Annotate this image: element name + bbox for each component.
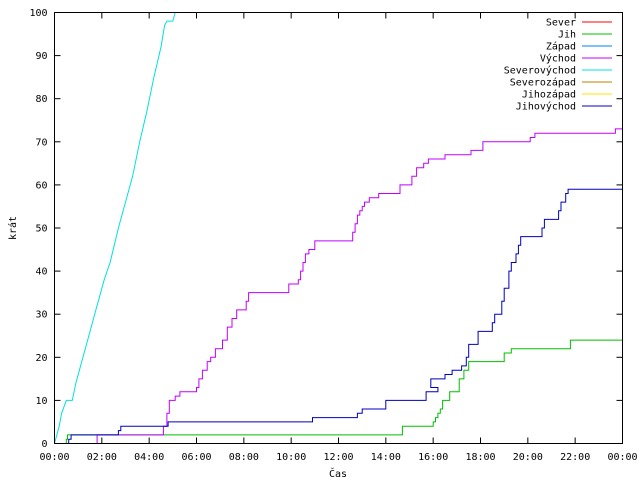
y-tick-label: 30 <box>35 310 47 321</box>
x-tick-label: 00:00 <box>607 452 637 463</box>
y-tick-label: 50 <box>35 224 47 235</box>
legend-label-jih: Jih <box>558 30 576 41</box>
y-tick-label: 80 <box>35 94 47 105</box>
legend-label-severovychod: Severovýchod <box>504 65 576 77</box>
legend-label-sever: Sever <box>546 18 576 29</box>
x-tick-label: 16:00 <box>418 452 448 463</box>
x-tick-label: 18:00 <box>465 452 495 463</box>
x-tick-label: 04:00 <box>134 452 164 463</box>
y-tick-label: 0 <box>41 439 47 450</box>
x-tick-label: 14:00 <box>371 452 401 463</box>
y-axis-label: krát <box>7 216 19 240</box>
x-tick-label: 06:00 <box>181 452 211 463</box>
x-tick-label: 00:00 <box>39 452 69 463</box>
x-tick-label: 02:00 <box>87 452 117 463</box>
legend-label-vychod: Východ <box>540 53 576 65</box>
x-tick-label: 20:00 <box>513 452 543 463</box>
y-tick-label: 100 <box>29 8 47 19</box>
x-axis-label: Čas <box>329 467 347 480</box>
legend-label-severozapad: Severozápad <box>510 77 576 89</box>
x-tick-label: 10:00 <box>276 452 306 463</box>
y-tick-label: 90 <box>35 51 47 62</box>
legend: SeverJihZápadVýchodSeverovýchodSeverozáp… <box>504 18 612 113</box>
x-tick-label: 08:00 <box>229 452 259 463</box>
legend-label-jihovychod: Jihovýchod <box>516 101 576 113</box>
legend-label-jihozapad: Jihozápad <box>522 89 576 101</box>
series-line-vychod <box>94 128 623 444</box>
axis-ticks: 0 10 20 30 40 50 60 70 80 90 100 00:00 02:00 04:00 06:… <box>29 8 637 463</box>
y-tick-label: 10 <box>35 396 47 407</box>
y-tick-label: 70 <box>35 137 47 148</box>
y-tick-label: 40 <box>35 267 47 278</box>
y-tick-label: 60 <box>35 180 47 191</box>
series-lines <box>54 12 623 444</box>
series-line-jihovychod <box>66 188 623 444</box>
series-line-jih <box>65 339 623 444</box>
plot-frame <box>54 12 623 444</box>
x-tick-label: 12:00 <box>323 452 353 463</box>
series-line-severovychod <box>54 12 176 444</box>
legend-label-zapad: Západ <box>546 41 576 53</box>
x-tick-label: 22:00 <box>560 452 590 463</box>
y-tick-label: 20 <box>35 353 47 364</box>
